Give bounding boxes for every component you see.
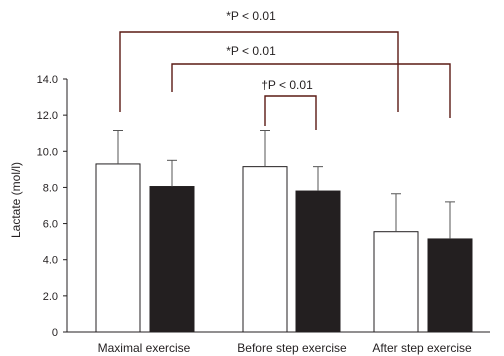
bars-layer [95,163,473,333]
bar [95,163,141,333]
x-axis: Maximal exercise Before step exercise Afte… [67,331,490,355]
error-bars-layer [113,130,455,239]
x-tick-label: After step exercise [372,341,472,355]
y-tick-label: 6.0 [43,219,58,231]
y-tick-label: 12.0 [37,110,58,122]
x-tick-label: Before step exercise [237,341,347,355]
y-tick-label: 4.0 [43,255,58,267]
bar [242,166,288,333]
bar [427,238,473,333]
significance-label: †P < 0.01 [261,78,313,92]
y-tick-label: 14.0 [37,74,58,86]
x-tick-label: Maximal exercise [98,341,191,355]
significance-bracket [119,31,399,112]
y-tick-label: 10.0 [37,146,58,158]
y-axis-label: Lactate (mol/l) [9,162,23,238]
y-tick-label: 8.0 [43,182,58,194]
brackets-layer: *P < 0.01 *P < 0.01 †P < 0.01 [119,9,451,130]
y-tick-label: 0 [52,327,58,339]
bar [373,231,419,333]
y-tick-label: 2.0 [43,291,58,303]
y-axis: 0 2.0 4.0 6.0 8.0 10.0 12.0 14.0 [37,74,68,339]
bar [149,186,195,333]
bar [295,190,341,333]
significance-bracket [171,63,451,118]
significance-bracket [264,95,317,130]
significance-label: *P < 0.01 [226,44,276,58]
significance-label: *P < 0.01 [226,9,276,23]
